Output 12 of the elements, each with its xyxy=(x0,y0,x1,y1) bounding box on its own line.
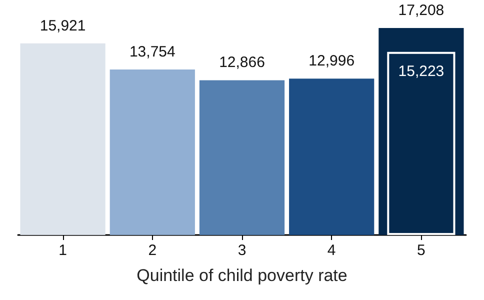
x-tick-label: 2 xyxy=(148,242,157,259)
data-label: 13,754 xyxy=(129,44,176,61)
x-tick-label: 3 xyxy=(238,242,246,259)
data-label: 15,921 xyxy=(40,17,86,34)
data-label: 15,223 xyxy=(398,62,444,80)
data-label: 12,996 xyxy=(308,52,355,70)
x-tick-label: 4 xyxy=(327,242,336,259)
data-label: 17,208 xyxy=(398,2,444,19)
x-tick-label: 1 xyxy=(58,242,67,259)
x-axis-title: Quintile of child poverty rate xyxy=(136,266,348,285)
data-label: 12,866 xyxy=(219,54,265,72)
x-tick-label: 5 xyxy=(417,242,426,259)
